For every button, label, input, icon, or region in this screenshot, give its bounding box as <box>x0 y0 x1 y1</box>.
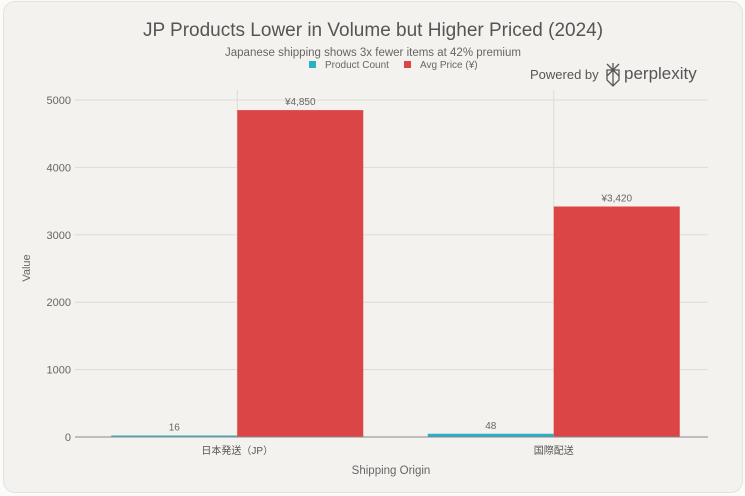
data-label: ¥3,420 <box>600 193 632 204</box>
legend: Product Count Avg Price (¥) <box>309 60 478 71</box>
perplexity-wordmark: perplexity <box>624 64 697 83</box>
y-tick-label: 4000 <box>47 162 71 174</box>
data-label: ¥4,850 <box>284 97 316 108</box>
y-tick-label: 0 <box>65 432 71 444</box>
chart-subtitle: Japanese shipping shows 3x fewer items a… <box>225 47 521 59</box>
chart-title: JP Products Lower in Volume but Higher P… <box>143 20 603 41</box>
legend-swatch-avg-price <box>404 61 411 68</box>
x-axis-label: Shipping Origin <box>352 465 431 477</box>
legend-label-avg-price[interactable]: Avg Price (¥) <box>420 60 478 71</box>
data-label: 48 <box>485 421 497 432</box>
y-tick-label: 3000 <box>47 230 71 242</box>
y-tick-label: 5000 <box>47 95 71 107</box>
x-tick-label: 日本発送（JP） <box>201 444 273 457</box>
bar-avg-price--1 <box>553 206 680 437</box>
y-axis-label: Value <box>21 254 33 281</box>
bar-product-count-1 <box>427 433 554 437</box>
legend-swatch-product-count <box>309 61 316 68</box>
powered-by-text: Powered by <box>530 67 599 82</box>
data-label: 16 <box>169 423 181 434</box>
x-tick-label: 国際配送 <box>534 444 574 457</box>
y-tick-label: 2000 <box>47 297 71 309</box>
perplexity-logo-icon <box>606 63 620 87</box>
bar-product-count-0 <box>111 435 238 437</box>
legend-label-product-count[interactable]: Product Count <box>325 60 389 71</box>
bar-avg-price--0 <box>237 110 364 438</box>
perplexity-branding: Powered by perplexity <box>530 63 697 87</box>
y-tick-label: 1000 <box>47 365 71 377</box>
